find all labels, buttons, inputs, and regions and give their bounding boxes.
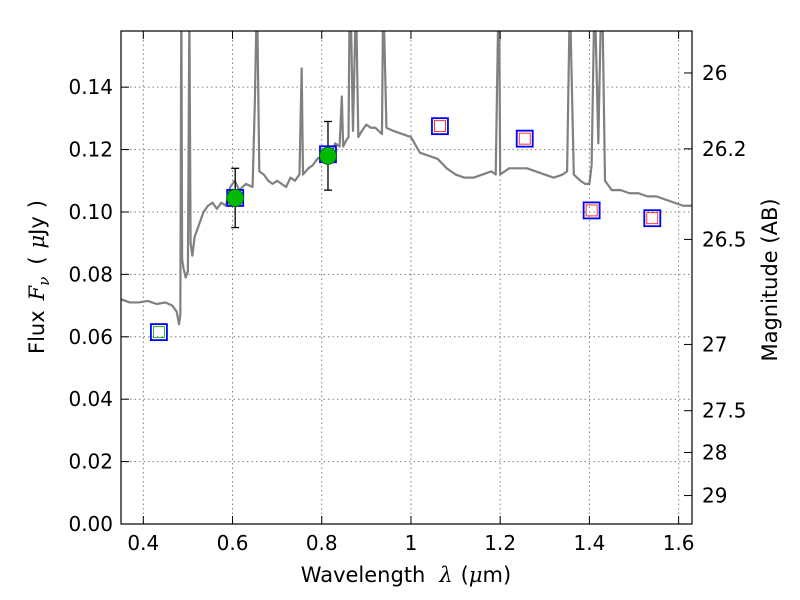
x-tick-label: 1: [405, 531, 418, 555]
y-axis-label: Flux Fν ( μJy): [25, 200, 53, 354]
x-tick-label: 0.4: [127, 531, 159, 555]
spectrum-line: [121, 31, 692, 326]
plot-frame: [120, 30, 693, 525]
mag-tick-label: 29: [702, 484, 727, 508]
mag-tick-label: 27: [702, 332, 727, 356]
x-axis-label-prefix: Wavelength: [301, 563, 426, 587]
observed-photometry-point: [226, 189, 245, 207]
x-axis-label: Wavelength λ (μm): [301, 563, 511, 587]
x-axis-label-mu: μ: [469, 563, 483, 587]
model-photometry-square: [582, 201, 601, 220]
x-axis-label-open: (: [461, 563, 469, 587]
y-tick-label: 0.02: [68, 450, 113, 474]
y-tick-label: 0.06: [68, 325, 113, 349]
x-tick-label: 1.2: [484, 531, 516, 555]
y-tick-label: 0.14: [68, 75, 113, 99]
mag-tick-label: 27.5: [702, 399, 747, 423]
y-tick-label: 0.12: [68, 138, 113, 162]
model-photometry-inner-square: [434, 120, 446, 133]
mag-tick-label: 26.5: [702, 227, 747, 251]
y-axis-label-open: (: [25, 256, 49, 264]
y-axis-label-close: ): [25, 200, 49, 208]
tick-labels: 0.4 0.6 0.8 1 1.2 1.4 1.6 0.00 0.02 0.04 0.06 0.08 0…: [68, 61, 746, 555]
grid-lines: [121, 31, 692, 525]
y-tick-label: 0.04: [68, 387, 113, 411]
model-photometry-square: [150, 323, 168, 342]
mag-tick-label: 26.2: [702, 137, 747, 161]
mag-tick-label: 28: [702, 441, 727, 465]
data-layer: [121, 31, 692, 342]
model-photometry-inner-square: [646, 212, 659, 225]
y-axis-label-mu: μ: [25, 235, 49, 249]
model-photometry-square: [515, 129, 534, 148]
y-tick-label: 0.00: [68, 512, 113, 536]
tick-marks: [121, 31, 692, 525]
model-photometry-inner-square: [585, 204, 598, 217]
x-tick-label: 0.6: [217, 531, 249, 555]
y-axis-label-symbol: F: [25, 284, 49, 301]
x-axis-label-symbol: λ: [438, 563, 452, 587]
x-axis-label-close: ): [503, 563, 511, 587]
x-tick-label: 1.4: [573, 531, 605, 555]
model-photometry-inner-square: [518, 132, 531, 145]
model-photometry-square: [431, 117, 449, 136]
model-photometry-inner-square: [153, 326, 165, 339]
x-tick-label: 1.6: [663, 531, 695, 555]
y-tick-label: 0.10: [68, 200, 113, 224]
observed-photometry-point: [319, 146, 337, 165]
y-axis-label-unit: Jy: [25, 216, 49, 237]
y-axis-label-prefix: Flux: [25, 310, 49, 354]
y-axis-label-subscript: ν: [35, 277, 53, 286]
mag-tick-label: 26: [702, 61, 727, 85]
y2-axis-label: Magnitude (AB): [758, 198, 782, 361]
x-tick-label: 0.8: [306, 531, 338, 555]
x-axis-label-unit: m: [483, 563, 503, 587]
model-photometry-square: [643, 209, 662, 228]
y-tick-label: 0.08: [68, 262, 113, 286]
